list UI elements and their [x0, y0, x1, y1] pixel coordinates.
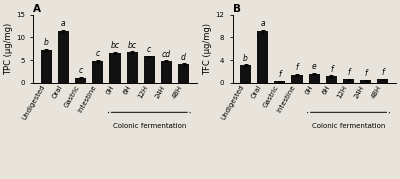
Bar	[292, 75, 302, 83]
Text: c: c	[147, 45, 151, 54]
Text: b: b	[44, 38, 49, 47]
Text: B: B	[232, 4, 240, 14]
Text: bc: bc	[128, 40, 137, 50]
Text: d: d	[181, 53, 186, 62]
Text: f: f	[347, 68, 350, 77]
Text: Colonic fermentation: Colonic fermentation	[112, 123, 186, 129]
Bar	[360, 80, 371, 83]
Text: a: a	[61, 19, 66, 28]
Y-axis label: TFC (µg/mg): TFC (µg/mg)	[204, 23, 212, 75]
Text: bc: bc	[110, 41, 120, 50]
Text: A: A	[33, 4, 41, 14]
Bar	[75, 78, 86, 83]
Text: Colonic fermentation: Colonic fermentation	[312, 123, 385, 129]
Bar	[41, 50, 52, 83]
Bar	[240, 65, 251, 83]
Text: cd: cd	[162, 50, 171, 59]
Bar	[257, 31, 268, 83]
Text: f: f	[278, 71, 281, 79]
Text: a: a	[260, 19, 265, 28]
Bar	[58, 31, 69, 83]
Text: f: f	[382, 68, 384, 77]
Bar	[308, 74, 320, 83]
Bar	[144, 56, 155, 83]
Text: c: c	[96, 49, 100, 58]
Bar	[92, 61, 103, 83]
Bar	[326, 76, 337, 83]
Y-axis label: TPC (µg/mg): TPC (µg/mg)	[4, 23, 13, 75]
Bar	[274, 81, 286, 83]
Bar	[377, 79, 388, 83]
Bar	[109, 53, 120, 83]
Text: f: f	[364, 69, 367, 78]
Bar	[178, 64, 189, 83]
Bar	[343, 79, 354, 83]
Text: c: c	[78, 66, 83, 76]
Text: f: f	[296, 63, 298, 72]
Text: e: e	[312, 62, 316, 71]
Bar	[161, 61, 172, 83]
Text: b: b	[243, 54, 248, 62]
Text: f: f	[330, 65, 333, 74]
Bar	[126, 52, 138, 83]
